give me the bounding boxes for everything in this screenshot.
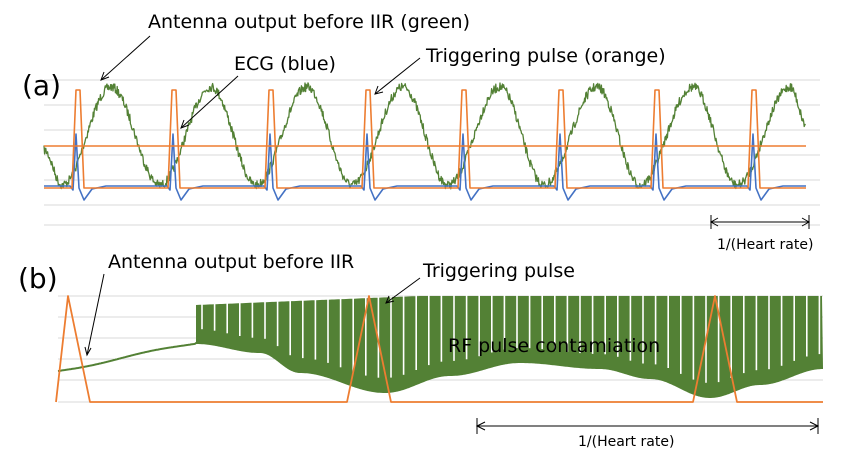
panel-a-blue-trace xyxy=(44,133,806,201)
annotation-rf-contamination: RF pulse contamiation xyxy=(448,335,660,357)
annotation-heart-rate-b: 1/(Heart rate) xyxy=(578,434,674,450)
panel-a-orange-series xyxy=(44,89,806,189)
annotation-arrows-b xyxy=(84,273,820,434)
annotation-antenna-output-b: Antenna output before IIR xyxy=(108,251,354,273)
annotation-triggering-pulse-b: Triggering pulse xyxy=(422,260,575,282)
panel-b-green-series xyxy=(57,295,823,398)
panel-b-orange-trace xyxy=(55,295,823,403)
panel-a-label: (a) xyxy=(22,69,61,102)
annotation-antenna-output-green: Antenna output before IIR (green) xyxy=(148,11,470,33)
panel-a-green-series xyxy=(43,82,806,190)
panel-b-label: (b) xyxy=(18,262,58,295)
annotation-triggering-pulse-orange: Triggering pulse (orange) xyxy=(425,45,666,67)
panel-b-orange-series xyxy=(55,295,823,403)
panel-b: (b) Antenna output before IIR Triggering… xyxy=(18,251,823,450)
panel-a: (a) Antenna output before IIR (green) EC… xyxy=(22,11,820,253)
annotation-arrows-a xyxy=(100,35,811,229)
panel-a-grid xyxy=(44,79,820,226)
panel-a-green-trace xyxy=(43,82,806,190)
panel-a-blue-series xyxy=(44,133,806,201)
panel-a-orange-trace xyxy=(44,89,806,189)
annotation-heart-rate-a: 1/(Heart rate) xyxy=(717,237,813,253)
annotation-ecg-blue: ECG (blue) xyxy=(234,53,336,75)
